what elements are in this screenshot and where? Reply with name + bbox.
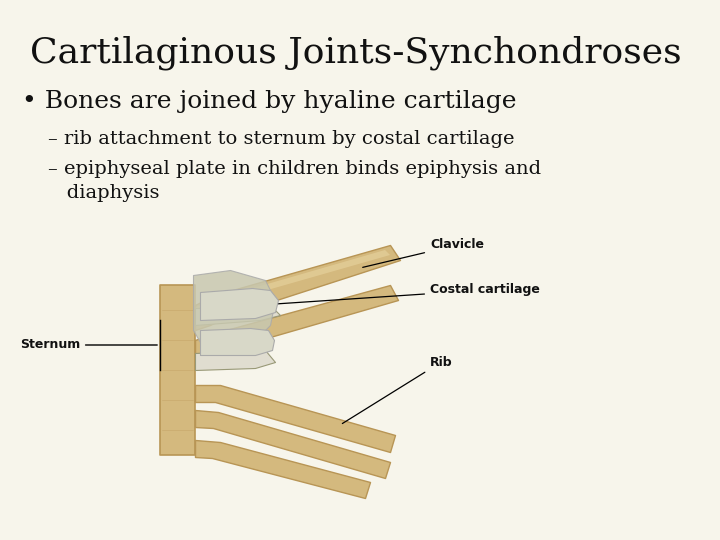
Text: Rib: Rib bbox=[342, 355, 453, 423]
Text: Costal cartilage: Costal cartilage bbox=[263, 284, 540, 305]
Text: – epiphyseal plate in children binds epiphysis and
   diaphysis: – epiphyseal plate in children binds epi… bbox=[48, 160, 541, 201]
Text: • Bones are joined by hyaline cartilage: • Bones are joined by hyaline cartilage bbox=[22, 90, 516, 113]
Text: Cartilaginous Joints-Synchondroses: Cartilaginous Joints-Synchondroses bbox=[30, 35, 682, 70]
Text: – rib attachment to sternum by costal cartilage: – rib attachment to sternum by costal ca… bbox=[48, 130, 515, 148]
Text: Sternum: Sternum bbox=[19, 339, 157, 352]
Text: Clavicle: Clavicle bbox=[363, 239, 484, 267]
